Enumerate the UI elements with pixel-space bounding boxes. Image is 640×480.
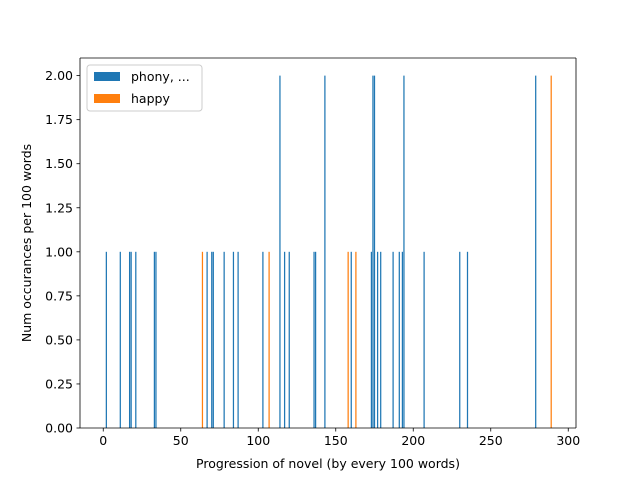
x-tick-label: 100 xyxy=(246,433,270,448)
x-tick-label: 0 xyxy=(99,433,107,448)
y-tick-label: 1.50 xyxy=(45,156,73,171)
bars-layer xyxy=(105,75,552,429)
bar-series1-16 xyxy=(288,251,290,428)
bar-series1-6 xyxy=(155,251,157,428)
bar-series1-11 xyxy=(232,251,235,428)
bar-series1-19 xyxy=(324,75,326,429)
y-axis-label: Num occurances per 100 words xyxy=(19,144,34,342)
legend-label: happy xyxy=(131,91,170,106)
bar-series1-23 xyxy=(373,75,376,429)
x-tick-label: 150 xyxy=(324,433,348,448)
bar-series1-0 xyxy=(105,251,107,428)
bar-series1-2 xyxy=(128,251,131,428)
bar-series1-9 xyxy=(212,251,214,428)
legend-label: phony, ... xyxy=(131,69,190,84)
y-tick-label: 0.50 xyxy=(45,332,73,347)
x-tick-label: 250 xyxy=(479,433,503,448)
bar-series1-30 xyxy=(423,251,425,428)
bar-series1-22 xyxy=(372,75,374,429)
bar-series2-3 xyxy=(355,251,357,428)
bar-series1-25 xyxy=(380,251,382,428)
bar-series1-27 xyxy=(398,251,400,428)
bar-series1-8 xyxy=(211,251,213,428)
bar-series1-21 xyxy=(370,251,373,428)
plot-area xyxy=(80,58,576,428)
bar-series1-1 xyxy=(119,251,121,428)
x-tick-label: 200 xyxy=(401,433,425,448)
legend-swatch xyxy=(94,94,120,103)
bar-series1-3 xyxy=(130,251,132,428)
bar-series1-15 xyxy=(283,251,286,428)
bar-series1-7 xyxy=(206,251,208,428)
bar-series1-33 xyxy=(535,75,537,429)
bar-series1-5 xyxy=(153,251,156,428)
y-tick-label: 0.75 xyxy=(45,288,73,303)
y-tick-label: 1.00 xyxy=(45,244,73,259)
y-tick-label: 1.75 xyxy=(45,112,73,127)
bar-series1-31 xyxy=(459,251,461,428)
bar-series1-29 xyxy=(403,75,405,429)
y-tick-label: 1.25 xyxy=(45,200,73,215)
axes-layer xyxy=(79,57,577,429)
bar-series1-13 xyxy=(262,251,264,428)
bar-series1-10 xyxy=(223,251,225,428)
bar-series1-12 xyxy=(237,251,239,428)
bar-series1-17 xyxy=(313,251,315,428)
legend-swatch xyxy=(94,72,120,81)
bar-series2-4 xyxy=(550,75,552,429)
bar-series1-4 xyxy=(135,251,137,428)
x-tick-label: 50 xyxy=(173,433,189,448)
ticks-layer: 0 50 100 150 200 250 300 0.00 0.25 0.50 0.75 1.00 1.… xyxy=(45,68,580,448)
y-tick-label: 0.25 xyxy=(45,376,73,391)
bar-series2-2 xyxy=(347,251,349,428)
bar-series1-26 xyxy=(392,251,394,428)
x-axis-label: Progression of novel (by every 100 words… xyxy=(196,456,460,471)
bar-series1-20 xyxy=(350,251,352,428)
x-tick-label: 300 xyxy=(556,433,580,448)
bar-series1-24 xyxy=(376,251,379,428)
bar-series1-32 xyxy=(466,251,469,428)
bar-series1-28 xyxy=(401,251,404,428)
bar-series2-1 xyxy=(268,251,270,428)
y-tick-label: 2.00 xyxy=(45,68,73,83)
y-tick-label: 0.00 xyxy=(45,421,73,436)
legend: phony, ... happy xyxy=(86,64,203,112)
bar-series1-18 xyxy=(314,251,317,428)
bar-series1-14 xyxy=(279,75,281,429)
bar-series2-0 xyxy=(201,251,204,428)
